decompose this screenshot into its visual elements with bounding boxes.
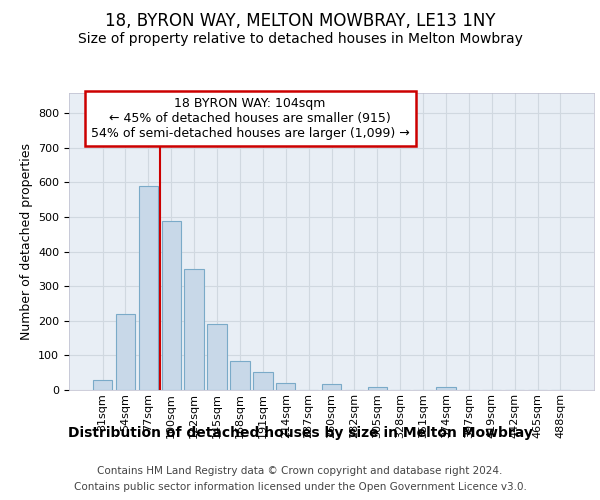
- Bar: [161, 221, 181, 390]
- Text: Size of property relative to detached houses in Melton Mowbray: Size of property relative to detached ho…: [77, 32, 523, 46]
- Y-axis label: Number of detached properties: Number of detached properties: [20, 143, 32, 340]
- Text: 18, BYRON WAY, MELTON MOWBRAY, LE13 1NY: 18, BYRON WAY, MELTON MOWBRAY, LE13 1NY: [105, 12, 495, 30]
- Bar: [116, 314, 135, 390]
- Bar: [184, 269, 204, 390]
- Bar: [253, 372, 272, 390]
- Bar: [208, 324, 227, 390]
- Bar: [276, 383, 295, 390]
- Bar: [322, 384, 341, 390]
- Text: Distribution of detached houses by size in Melton Mowbray: Distribution of detached houses by size …: [68, 426, 532, 440]
- Bar: [368, 386, 387, 390]
- Text: Contains public sector information licensed under the Open Government Licence v3: Contains public sector information licen…: [74, 482, 526, 492]
- Bar: [436, 386, 455, 390]
- Bar: [93, 380, 112, 390]
- Bar: [230, 360, 250, 390]
- Bar: [139, 186, 158, 390]
- Text: 18 BYRON WAY: 104sqm
← 45% of detached houses are smaller (915)
54% of semi-deta: 18 BYRON WAY: 104sqm ← 45% of detached h…: [91, 97, 409, 140]
- Text: Contains HM Land Registry data © Crown copyright and database right 2024.: Contains HM Land Registry data © Crown c…: [97, 466, 503, 476]
